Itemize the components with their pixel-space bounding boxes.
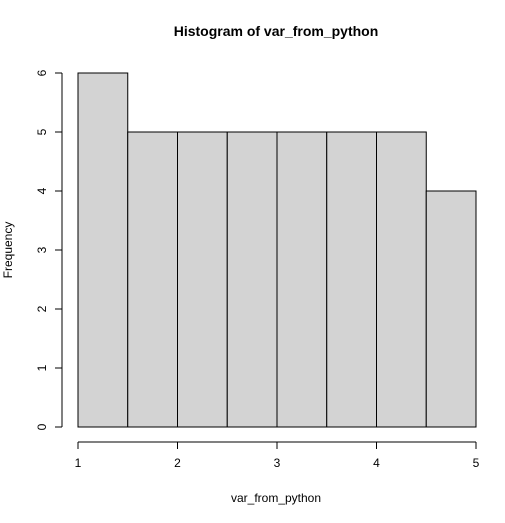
- histogram-bar: [327, 132, 377, 427]
- y-tick-label: 2: [35, 305, 49, 312]
- x-tick-label: 3: [274, 456, 281, 470]
- y-tick-label: 3: [35, 246, 49, 253]
- x-tick-label: 5: [473, 456, 480, 470]
- histogram-bar: [128, 132, 178, 427]
- y-tick-label: 0: [35, 423, 49, 430]
- histogram-bar: [377, 132, 427, 427]
- y-tick-label: 4: [35, 187, 49, 194]
- bars-group: [78, 73, 476, 427]
- histogram-bar: [277, 132, 327, 427]
- histogram-bar: [426, 191, 476, 427]
- x-axis-label: var_from_python: [231, 491, 321, 505]
- histogram-bar: [227, 132, 277, 427]
- y-tick-label: 6: [35, 69, 49, 76]
- x-tick-label: 2: [174, 456, 181, 470]
- y-axis: 0 1 2 3 4 5 6: [35, 69, 62, 430]
- x-tick-label: 1: [75, 456, 82, 470]
- histogram-bar: [178, 132, 228, 427]
- x-tick-label: 4: [373, 456, 380, 470]
- histogram-bar: [78, 73, 128, 427]
- y-tick-label: 5: [35, 128, 49, 135]
- y-axis-label: Frequency: [1, 222, 15, 279]
- chart-title: Histogram of var_from_python: [174, 23, 379, 39]
- y-tick-label: 1: [35, 364, 49, 371]
- x-axis: 1 2 3 4 5: [75, 442, 480, 470]
